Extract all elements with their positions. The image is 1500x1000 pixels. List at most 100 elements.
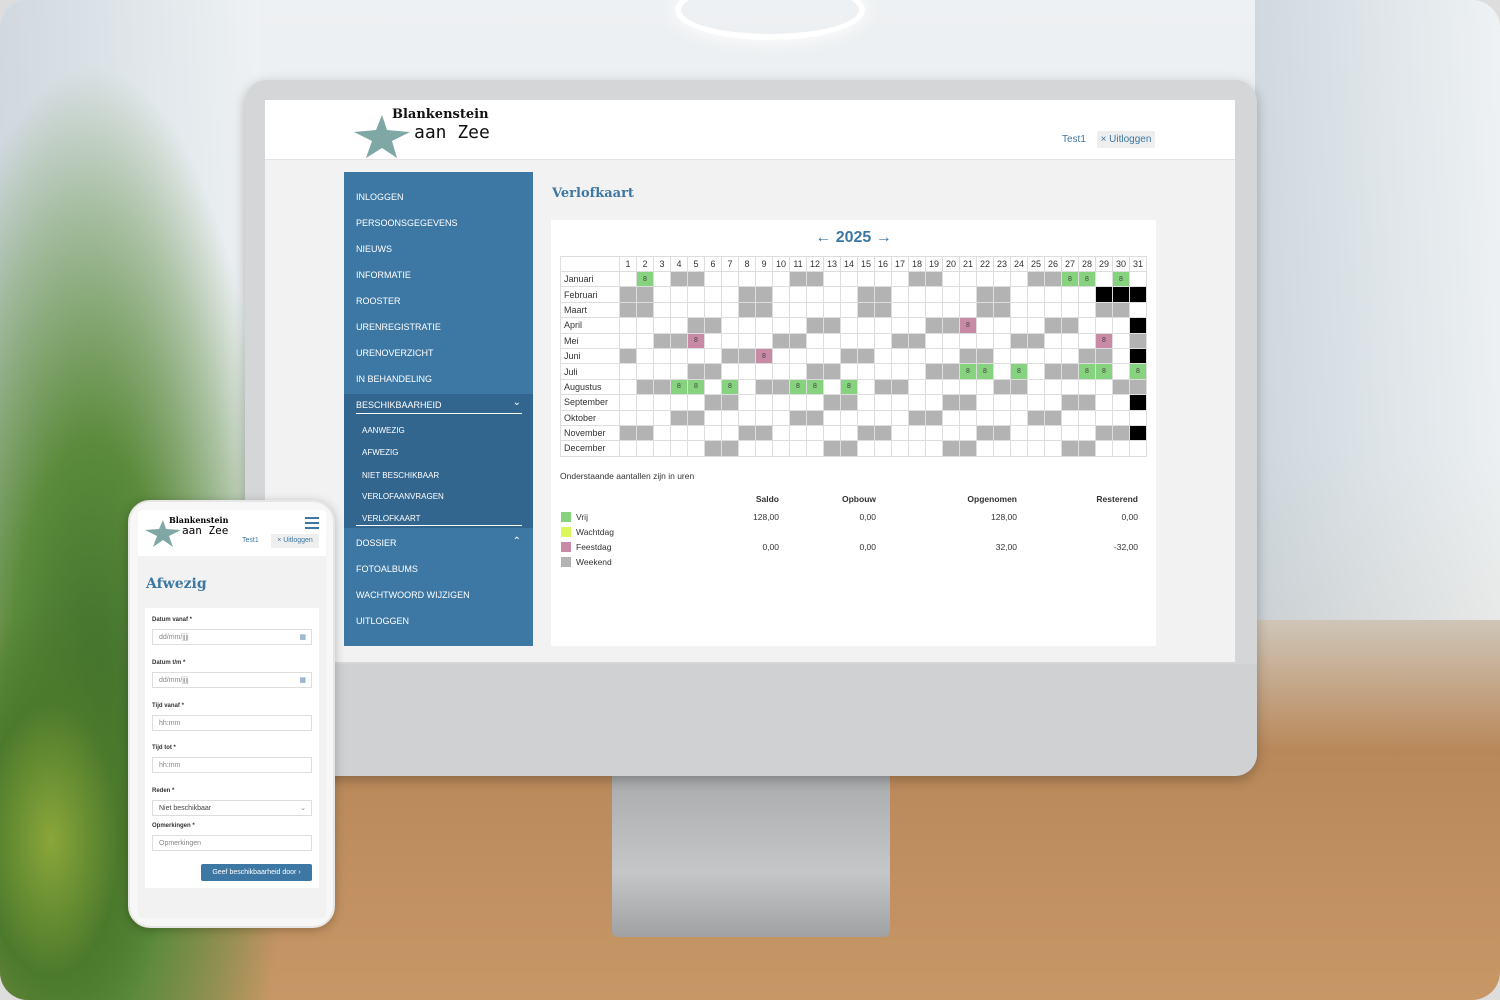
day-cell[interactable] [1027,286,1045,303]
day-cell-w[interactable] [1061,317,1079,334]
day-cell-w[interactable] [789,270,807,288]
day-cell[interactable] [670,440,688,457]
date-from-input[interactable]: dd/mm/jjjj ▦ [152,629,312,645]
day-cell[interactable] [1027,301,1045,319]
nav-verlofaanvragen[interactable]: VERLOFAANVRAGEN [362,492,444,501]
calendar-icon[interactable]: ▦ [299,634,306,641]
day-cell-w[interactable] [891,332,909,349]
day-cell[interactable] [925,332,943,349]
prev-year-arrow-icon[interactable]: ← [815,229,832,246]
day-cell-w[interactable] [687,363,705,380]
day-cell[interactable] [840,363,858,380]
day-cell-x[interactable] [1129,424,1147,442]
day-cell-w[interactable] [925,363,943,380]
day-cell[interactable] [738,394,756,411]
day-cell[interactable] [772,347,790,365]
day-cell[interactable] [874,440,892,457]
day-cell[interactable] [772,270,790,288]
day-cell[interactable] [823,286,841,303]
day-cell[interactable] [993,440,1011,457]
day-cell-w[interactable] [687,317,705,334]
day-cell[interactable] [823,424,841,442]
day-cell[interactable] [993,317,1011,334]
day-cell[interactable] [840,409,858,426]
day-cell[interactable] [772,440,790,457]
day-cell-w[interactable] [619,301,637,319]
day-cell-w[interactable] [891,378,909,396]
nav-dossier[interactable]: DOSSIER [356,538,397,548]
day-cell[interactable] [687,424,705,442]
day-cell[interactable] [1027,347,1045,365]
day-cell[interactable] [772,424,790,442]
day-cell-w[interactable] [1010,332,1028,349]
nav-in-behandeling[interactable]: IN BEHANDELING [356,374,433,384]
day-cell-w[interactable] [1027,270,1045,288]
day-cell[interactable] [1027,363,1045,380]
day-cell[interactable] [840,286,858,303]
day-cell[interactable] [823,409,841,426]
logo[interactable]: Blankenstein aan Zee [352,107,502,158]
day-cell-w[interactable] [925,270,943,288]
day-cell-w[interactable] [755,378,773,396]
day-cell-x[interactable] [1129,347,1147,365]
day-cell-w[interactable] [806,270,824,288]
day-cell-g[interactable]: 8 [789,378,807,396]
day-cell[interactable] [891,363,909,380]
day-cell-g[interactable]: 8 [1095,363,1113,380]
day-cell-w[interactable] [976,301,994,319]
day-cell[interactable] [891,301,909,319]
day-cell[interactable] [874,347,892,365]
day-cell[interactable] [857,394,875,411]
day-cell-w[interactable] [908,409,926,426]
day-cell[interactable] [823,270,841,288]
day-cell[interactable] [755,409,773,426]
day-cell[interactable] [1061,409,1079,426]
day-cell[interactable] [721,409,739,426]
day-cell[interactable] [738,409,756,426]
day-cell-g[interactable]: 8 [840,378,858,396]
day-cell[interactable] [1095,270,1113,288]
day-cell[interactable] [1078,378,1096,396]
nav-persoonsgegevens[interactable]: PERSOONSGEGEVENS [356,218,458,228]
day-cell[interactable] [1010,424,1028,442]
day-cell[interactable] [908,363,926,380]
day-cell-w[interactable] [1027,409,1045,426]
day-cell[interactable] [891,424,909,442]
day-cell-w[interactable] [772,378,790,396]
day-cell-w[interactable] [1061,363,1079,380]
day-cell-w[interactable] [1095,347,1113,365]
day-cell-w[interactable] [1112,301,1130,319]
day-cell-w[interactable] [619,347,637,365]
day-cell[interactable] [1095,378,1113,396]
day-cell-w[interactable] [1129,378,1147,396]
day-cell[interactable] [942,301,960,319]
day-cell[interactable] [653,286,671,303]
day-cell-w[interactable] [823,440,841,457]
day-cell-w[interactable] [993,424,1011,442]
day-cell[interactable] [959,378,977,396]
day-cell[interactable] [857,270,875,288]
calendar-icon[interactable]: ▦ [299,677,306,684]
day-cell[interactable] [653,409,671,426]
chevron-up-icon[interactable]: ⌃ [512,536,521,547]
day-cell-g[interactable]: 8 [1078,363,1096,380]
day-cell[interactable] [806,394,824,411]
time-to-input[interactable]: hh:mm [152,757,312,773]
day-cell-w[interactable] [908,332,926,349]
day-cell[interactable] [619,378,637,396]
day-cell[interactable] [891,317,909,334]
day-cell[interactable] [908,317,926,334]
day-cell[interactable] [670,424,688,442]
day-cell[interactable] [857,363,875,380]
day-cell[interactable] [636,347,654,365]
day-cell[interactable] [976,440,994,457]
day-cell-w[interactable] [789,332,807,349]
day-cell[interactable] [704,409,722,426]
nav-afwezig[interactable]: AFWEZIG [362,448,399,457]
day-cell[interactable] [721,424,739,442]
day-cell-w[interactable] [721,347,739,365]
day-cell-g[interactable]: 8 [1129,363,1147,380]
day-cell[interactable] [993,394,1011,411]
day-cell[interactable] [636,317,654,334]
day-cell[interactable] [789,424,807,442]
